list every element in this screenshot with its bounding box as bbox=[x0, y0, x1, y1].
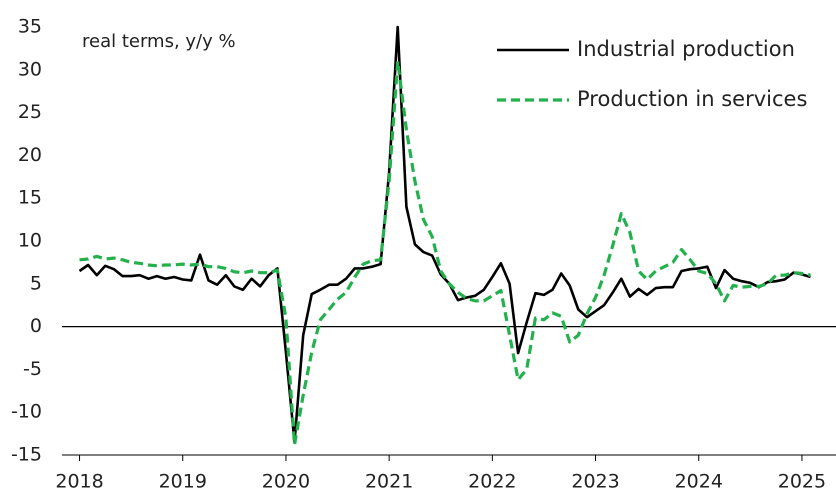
y-tick-label: 35 bbox=[18, 16, 42, 38]
legend-label: Production in services bbox=[577, 87, 807, 111]
y-tick-label: 25 bbox=[18, 101, 42, 123]
x-tick-label: 2019 bbox=[159, 471, 207, 493]
y-tick-label: 5 bbox=[30, 272, 42, 294]
y-tick-label: -10 bbox=[11, 401, 42, 423]
y-tick-label: 30 bbox=[18, 58, 42, 80]
x-tick-label: 2021 bbox=[365, 471, 413, 493]
series-line bbox=[79, 59, 811, 447]
legend-label: Industrial production bbox=[577, 37, 795, 61]
y-tick-label: 10 bbox=[18, 230, 42, 252]
y-tick-label: 15 bbox=[18, 187, 42, 209]
x-tick-label: 2018 bbox=[55, 471, 103, 493]
x-tick-label: 2024 bbox=[675, 471, 723, 493]
x-tick-label: 2025 bbox=[778, 471, 826, 493]
x-tick-label: 2020 bbox=[262, 471, 310, 493]
y-tick-label: -15 bbox=[11, 444, 42, 466]
annotation: real terms, y/y % bbox=[82, 31, 236, 52]
x-tick-label: 2022 bbox=[468, 471, 516, 493]
y-tick-label: 20 bbox=[18, 144, 42, 166]
series-line bbox=[78, 25, 811, 444]
x-tick-label: 2023 bbox=[571, 471, 619, 493]
y-tick-label: -5 bbox=[23, 358, 42, 380]
y-tick-label: 0 bbox=[30, 315, 42, 337]
